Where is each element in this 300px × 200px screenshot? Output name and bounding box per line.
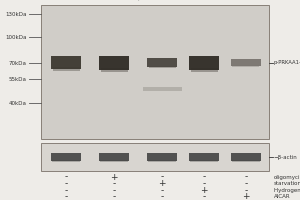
Bar	[231, 59, 261, 66]
Bar	[232, 160, 260, 162]
Bar	[189, 56, 219, 70]
Text: +: +	[110, 172, 118, 182]
Bar	[148, 66, 176, 68]
Text: starvation: starvation	[274, 181, 300, 186]
Bar	[231, 153, 261, 161]
Text: 100kDa: 100kDa	[5, 35, 27, 40]
Bar	[148, 160, 176, 162]
Text: -: -	[160, 192, 164, 200]
Bar	[100, 160, 128, 162]
Text: -: -	[244, 172, 247, 182]
Text: 55kDa: 55kDa	[9, 77, 27, 82]
Text: -: -	[64, 172, 68, 182]
Bar	[52, 160, 80, 162]
Text: -: -	[64, 192, 68, 200]
Bar	[52, 67, 80, 71]
Bar	[147, 58, 177, 67]
Bar	[40, 143, 268, 171]
Bar	[51, 56, 81, 69]
Text: -: -	[160, 172, 164, 182]
Text: -: -	[244, 186, 247, 195]
Text: 70kDa: 70kDa	[9, 61, 27, 66]
Text: -: -	[202, 192, 206, 200]
Text: -: -	[244, 179, 247, 188]
Text: +: +	[200, 186, 208, 195]
Text: 40kDa: 40kDa	[9, 101, 27, 106]
Bar	[147, 153, 177, 161]
Text: -: -	[64, 179, 68, 188]
Bar	[190, 68, 218, 72]
Text: 130kDa: 130kDa	[5, 12, 27, 17]
Text: p-PRKAA1-T183/PRKAA2-T172: p-PRKAA1-T183/PRKAA2-T172	[274, 60, 300, 65]
Bar	[189, 153, 219, 161]
Text: -: -	[112, 192, 116, 200]
Text: -: -	[160, 186, 164, 195]
Bar	[99, 153, 129, 161]
Bar	[232, 65, 260, 67]
Text: -: -	[64, 186, 68, 195]
Bar	[40, 5, 268, 139]
Bar	[190, 160, 218, 162]
Bar	[51, 153, 81, 161]
Text: AICAR: AICAR	[274, 194, 290, 199]
Text: -: -	[202, 172, 206, 182]
Text: -: -	[202, 179, 206, 188]
Bar	[100, 68, 127, 72]
Text: −β-actin: −β-actin	[274, 154, 298, 160]
Text: Hydrogen peroxide: Hydrogen peroxide	[274, 188, 300, 193]
Text: oligomycin: oligomycin	[274, 174, 300, 180]
Bar	[99, 56, 129, 70]
Bar	[142, 87, 182, 91]
Text: +: +	[242, 192, 250, 200]
Text: +: +	[158, 179, 166, 188]
Text: -: -	[112, 179, 116, 188]
Text: C2C12: C2C12	[134, 0, 163, 3]
Text: -: -	[112, 186, 116, 195]
